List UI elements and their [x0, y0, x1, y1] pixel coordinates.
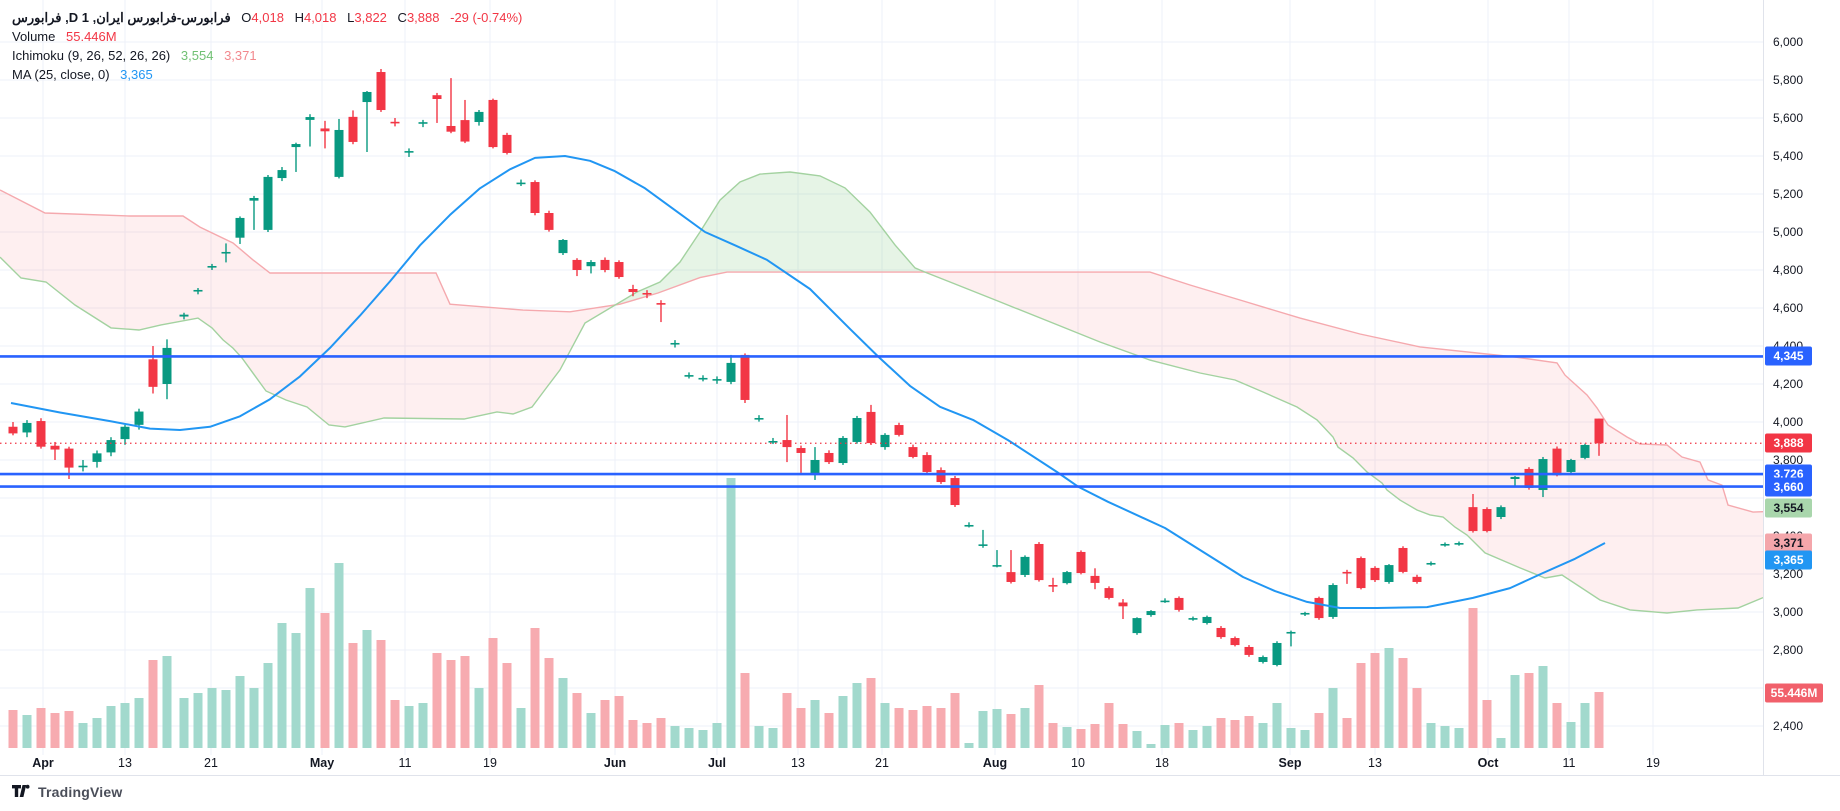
svg-text:4,000: 4,000 — [1773, 415, 1803, 429]
last-price-badge: 3,888 — [1765, 433, 1812, 453]
tradingview-logo-icon — [12, 784, 30, 797]
svg-text:3,000: 3,000 — [1773, 605, 1803, 619]
svg-text:5,600: 5,600 — [1773, 111, 1803, 125]
svg-text:Sep: Sep — [1279, 756, 1302, 770]
tradingview-logo-text: TradingView — [38, 783, 123, 800]
ichimoku-label: Ichimoku (9, 26, 52, 26, 26) — [12, 48, 171, 63]
ichimoku-lead1-badge: 3,554 — [1765, 498, 1812, 518]
ma-value: 3,365 — [120, 67, 153, 82]
svg-text:55.446M: 55.446M — [1771, 686, 1818, 700]
volume-value: 55.446M — [66, 29, 117, 44]
svg-text:21: 21 — [204, 756, 218, 770]
svg-text:Jul: Jul — [708, 756, 726, 770]
volume-badge: 55.446M — [1765, 683, 1823, 703]
svg-text:May: May — [310, 756, 334, 770]
svg-text:18: 18 — [1155, 756, 1169, 770]
time-axis[interactable]: Apr 13 21 May 11 19 Jun Jul 13 21 Aug 10 18 Sep 13 Oct 1… — [0, 756, 1840, 776]
legend-ma-row[interactable]: MA (25, close, 0) 3,365 — [12, 65, 522, 84]
svg-text:19: 19 — [483, 756, 497, 770]
ichimoku-lead2-value: 3,371 — [224, 48, 257, 63]
symbol-title: فرابورس-فرابورس ایران, 1 D, فرابورس — [12, 10, 231, 25]
svg-text:4,600: 4,600 — [1773, 301, 1803, 315]
svg-text:3,365: 3,365 — [1773, 553, 1803, 567]
svg-text:3,554: 3,554 — [1773, 501, 1803, 515]
svg-text:Aug: Aug — [983, 756, 1007, 770]
legend-symbol-row[interactable]: فرابورس-فرابورس ایران, 1 D, فرابورس O4,0… — [12, 8, 522, 27]
high-label: H — [294, 10, 304, 25]
svg-text:11: 11 — [1563, 756, 1576, 770]
low-label: L — [347, 10, 355, 25]
svg-text:5,000: 5,000 — [1773, 225, 1803, 239]
ma-25-line — [10, 155, 1606, 609]
ichimoku-cloud — [0, 171, 1764, 614]
svg-text:3,888: 3,888 — [1773, 436, 1803, 450]
svg-text:10: 10 — [1071, 756, 1085, 770]
ichimoku-lead2-badge: 3,371 — [1765, 533, 1812, 553]
svg-text:19: 19 — [1646, 756, 1660, 770]
volume-label: Volume — [12, 29, 56, 44]
horizontal-price-lines[interactable] — [0, 355, 1763, 488]
legend-volume-row[interactable]: Volume 55.446M — [12, 27, 522, 46]
svg-text:13: 13 — [1368, 756, 1382, 770]
svg-text:2,400: 2,400 — [1773, 719, 1803, 733]
price-line-badge[interactable]: 3,660 — [1765, 477, 1812, 497]
price-line-badge[interactable]: 4,345 — [1765, 346, 1812, 366]
open-label: O — [241, 10, 252, 25]
svg-text:Oct: Oct — [1478, 756, 1500, 770]
high-value: 4,018 — [303, 10, 337, 25]
close-label: C — [397, 10, 407, 25]
svg-text:Apr: Apr — [32, 756, 54, 770]
legend-ichimoku-row[interactable]: Ichimoku (9, 26, 52, 26, 26) 3,554 3,371 — [12, 46, 522, 65]
svg-text:Jun: Jun — [604, 756, 626, 770]
candlestick-series[interactable] — [8, 68, 1604, 667]
open-value: 4,018 — [251, 10, 284, 25]
ma-label: MA (25, close, 0) — [12, 67, 110, 82]
svg-text:3,800: 3,800 — [1773, 453, 1803, 467]
svg-text:2,800: 2,800 — [1773, 643, 1803, 657]
svg-text:5,400: 5,400 — [1773, 149, 1803, 163]
low-value: 3,822 — [354, 10, 387, 25]
price-axis[interactable]: 6,000 5,800 5,600 5,400 5,200 5,000 4,800 4,600… — [1763, 0, 1840, 811]
chart-grid — [0, 0, 1763, 755]
svg-text:3,660: 3,660 — [1773, 480, 1803, 494]
tradingview-branding[interactable]: TradingView — [12, 783, 122, 800]
svg-text:21: 21 — [875, 756, 889, 770]
indicator-legend: فرابورس-فرابورس ایران, 1 D, فرابورس O4,0… — [12, 8, 522, 84]
volume-series — [8, 478, 1604, 748]
svg-text:13: 13 — [118, 756, 132, 770]
change-value: -29 (-0.74%) — [450, 10, 523, 25]
svg-text:13: 13 — [791, 756, 805, 770]
svg-text:5,800: 5,800 — [1773, 73, 1803, 87]
svg-text:11: 11 — [399, 756, 412, 770]
ma-badge: 3,365 — [1765, 550, 1812, 570]
svg-text:4,800: 4,800 — [1773, 263, 1803, 277]
svg-text:3,200: 3,200 — [1773, 567, 1803, 581]
svg-text:4,200: 4,200 — [1773, 377, 1803, 391]
svg-text:6,000: 6,000 — [1773, 35, 1803, 49]
ichimoku-lead1-value: 3,554 — [180, 48, 214, 63]
close-value: 3,888 — [406, 10, 440, 25]
svg-text:5,200: 5,200 — [1773, 187, 1803, 201]
svg-text:4,345: 4,345 — [1773, 349, 1803, 363]
svg-text:3,371: 3,371 — [1773, 536, 1803, 550]
